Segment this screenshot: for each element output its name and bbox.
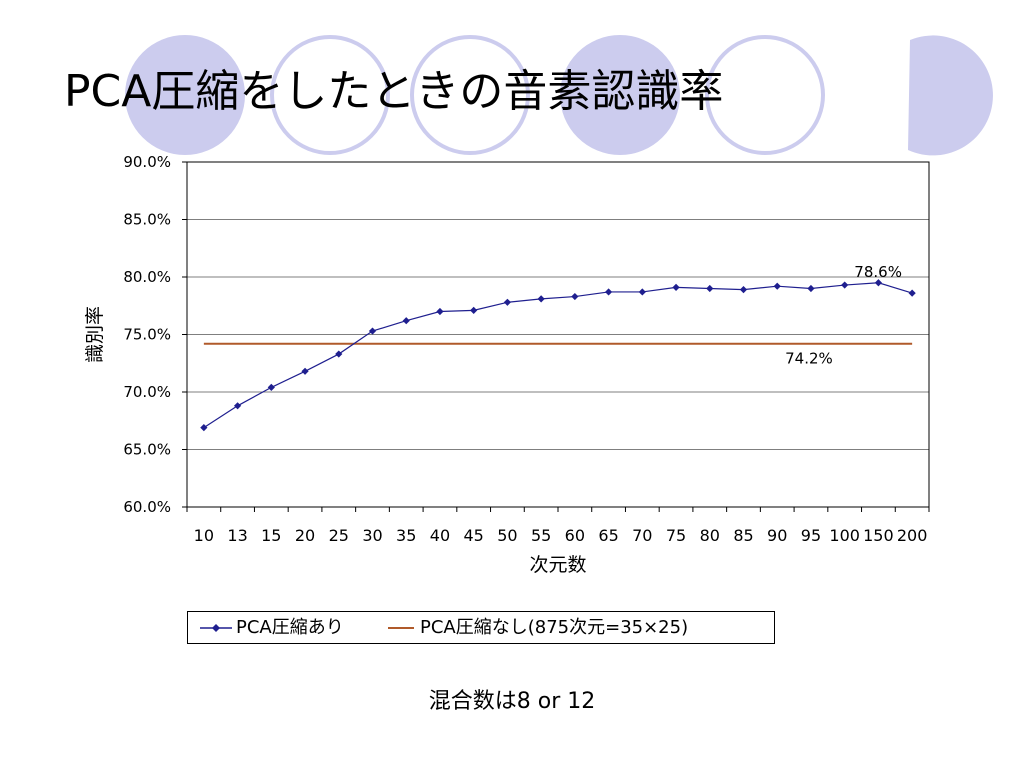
decor-circle: [125, 35, 245, 155]
y-tick-label: 85.0%: [123, 211, 171, 229]
y-tick-label: 75.0%: [123, 326, 171, 344]
data-point-marker: [773, 282, 781, 290]
x-axis-title: 次元数: [529, 554, 586, 576]
decor-ring: [270, 35, 390, 155]
x-tick-label: 45: [464, 526, 484, 545]
legend-label-series-1: PCA圧縮なし(875次元=35×25): [420, 617, 689, 638]
data-point-marker: [841, 281, 849, 289]
data-point-marker: [638, 288, 646, 296]
x-tick-label: 70: [632, 526, 652, 545]
data-label-baseline: 74.2%: [785, 350, 833, 368]
data-point-marker: [706, 284, 714, 293]
data-point-marker: [908, 289, 916, 297]
mixture-note: 混合数は8 or 12: [428, 689, 596, 714]
x-tick-label: 55: [531, 526, 551, 545]
data-point-marker: [739, 286, 748, 294]
data-point-marker: [571, 292, 579, 301]
y-tick-label: 60.0%: [123, 498, 171, 516]
decor-bubble: [908, 35, 993, 156]
data-point-marker: [537, 295, 545, 303]
x-tick-label: 95: [801, 526, 821, 545]
decor-ring: [705, 35, 825, 155]
data-point-marker: [436, 307, 444, 316]
slide-title: PCA圧縮をしたときの音素認識率: [64, 66, 724, 117]
x-tick-label: 60: [565, 526, 585, 545]
x-tick-label: 13: [227, 526, 247, 545]
decor-circle: [560, 35, 680, 155]
data-point-marker: [470, 306, 478, 314]
data-point-marker: [368, 327, 377, 335]
data-point-marker: [301, 367, 309, 375]
x-tick-label: 150: [863, 526, 894, 545]
data-point-marker: [402, 317, 410, 325]
x-tick-label: 90: [767, 526, 787, 545]
data-point-marker: [807, 284, 815, 293]
data-point-marker: [233, 402, 242, 410]
x-tick-label: 30: [362, 526, 382, 545]
data-label-last-pca: 78.6%: [854, 263, 902, 281]
legend-swatch-series-0: [200, 624, 232, 632]
x-tick-label: 15: [261, 526, 281, 545]
data-point-marker: [672, 283, 680, 291]
data-point-marker: [267, 383, 275, 391]
chart-legend: PCA圧縮あり PCA圧縮なし(875次元=35×25): [187, 611, 775, 644]
data-point-marker: [200, 424, 208, 432]
x-tick-label: 75: [666, 526, 686, 545]
y-tick-label: 80.0%: [123, 268, 171, 286]
y-tick-label: 70.0%: [123, 383, 171, 401]
x-tick-label: 80: [700, 526, 720, 545]
x-tick-label: 40: [430, 526, 450, 545]
x-tick-label: 100: [829, 526, 860, 545]
x-tick-label: 65: [598, 526, 618, 545]
x-tick-label: 85: [733, 526, 753, 545]
data-point-marker: [503, 298, 512, 306]
x-tick-label: 10: [194, 526, 214, 545]
x-tick-label: 200: [897, 526, 928, 545]
legend-label-series-0: PCA圧縮あり: [236, 617, 344, 638]
x-tick-label: 35: [396, 526, 416, 545]
legend-swatch-series-1: [388, 627, 414, 629]
y-tick-label: 90.0%: [123, 153, 171, 171]
x-tick-label: 20: [295, 526, 315, 545]
data-point-marker: [335, 350, 343, 358]
data-point-marker: [604, 288, 613, 296]
y-axis-title: 識別率: [84, 306, 106, 363]
decor-ring: [410, 35, 530, 155]
x-tick-label: 25: [329, 526, 349, 545]
data-point-marker: [874, 279, 883, 287]
x-tick-label: 50: [497, 526, 517, 545]
series-line-pca: [203, 282, 913, 429]
y-tick-label: 65.0%: [123, 441, 171, 459]
